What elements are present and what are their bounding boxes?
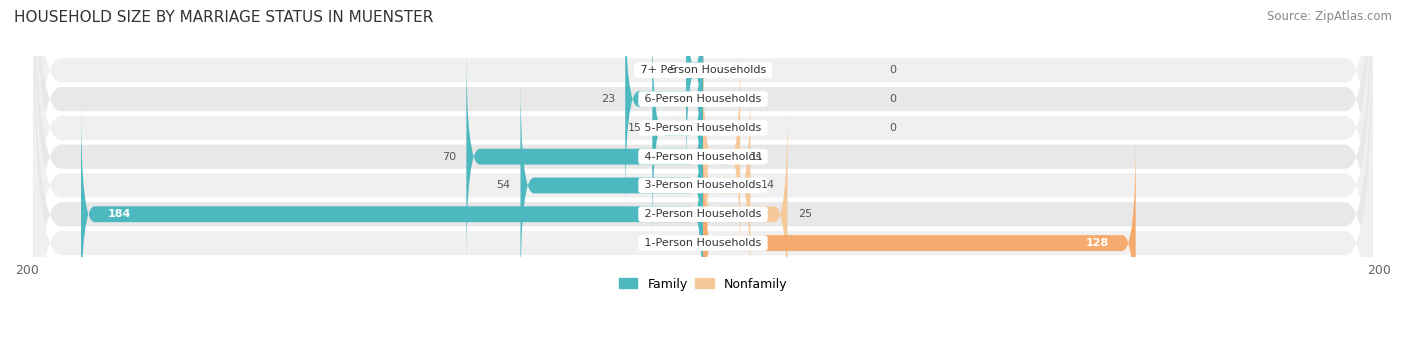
FancyBboxPatch shape: [34, 0, 1372, 341]
FancyBboxPatch shape: [34, 0, 1372, 341]
Text: 1-Person Households: 1-Person Households: [641, 238, 765, 248]
Text: 6-Person Households: 6-Person Households: [641, 94, 765, 104]
FancyBboxPatch shape: [703, 136, 1136, 341]
Text: 54: 54: [496, 180, 510, 191]
FancyBboxPatch shape: [34, 25, 1372, 341]
Text: HOUSEHOLD SIZE BY MARRIAGE STATUS IN MUENSTER: HOUSEHOLD SIZE BY MARRIAGE STATUS IN MUE…: [14, 10, 433, 25]
FancyBboxPatch shape: [34, 0, 1372, 317]
FancyBboxPatch shape: [34, 0, 1372, 341]
Text: 70: 70: [441, 152, 456, 162]
FancyBboxPatch shape: [34, 0, 1372, 341]
Text: 3-Person Households: 3-Person Households: [641, 180, 765, 191]
Text: Source: ZipAtlas.com: Source: ZipAtlas.com: [1267, 10, 1392, 23]
Text: 2-Person Households: 2-Person Households: [641, 209, 765, 219]
FancyBboxPatch shape: [703, 49, 740, 264]
Text: 25: 25: [797, 209, 811, 219]
Text: 4-Person Households: 4-Person Households: [641, 152, 765, 162]
FancyBboxPatch shape: [520, 78, 703, 293]
FancyBboxPatch shape: [34, 0, 1372, 288]
Text: 0: 0: [889, 123, 896, 133]
Text: 11: 11: [751, 152, 765, 162]
FancyBboxPatch shape: [652, 21, 703, 235]
Legend: Family, Nonfamily: Family, Nonfamily: [613, 272, 793, 296]
Text: 184: 184: [108, 209, 131, 219]
Text: 5-Person Households: 5-Person Households: [641, 123, 765, 133]
Text: 14: 14: [761, 180, 775, 191]
FancyBboxPatch shape: [467, 49, 703, 264]
FancyBboxPatch shape: [82, 107, 703, 322]
Text: 23: 23: [600, 94, 614, 104]
FancyBboxPatch shape: [703, 78, 751, 293]
FancyBboxPatch shape: [686, 0, 703, 178]
Text: 7+ Person Households: 7+ Person Households: [637, 65, 769, 75]
FancyBboxPatch shape: [626, 0, 703, 206]
Text: 15: 15: [628, 123, 643, 133]
Text: 128: 128: [1085, 238, 1109, 248]
Text: 5: 5: [669, 65, 676, 75]
FancyBboxPatch shape: [703, 107, 787, 322]
Text: 0: 0: [889, 65, 896, 75]
Text: 0: 0: [889, 94, 896, 104]
